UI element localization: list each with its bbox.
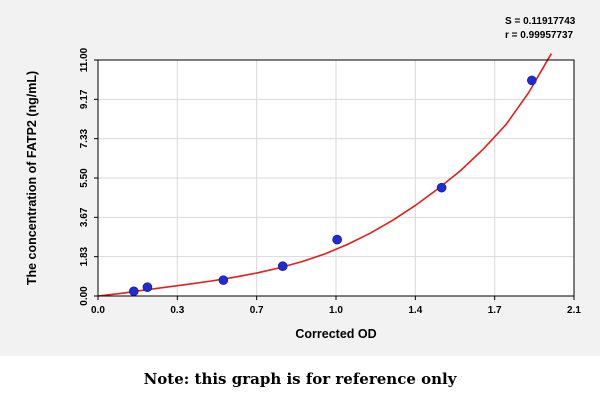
- x-tick-label: 1.4: [408, 305, 422, 316]
- stat-r: r = 0.99957737: [505, 30, 574, 41]
- y-tick-label: 3.67: [79, 207, 90, 227]
- stat-s: S = 0.11917743: [505, 16, 576, 27]
- reference-note: Note: this graph is for reference only: [143, 370, 457, 388]
- data-point: [129, 286, 139, 297]
- x-tick-label: 1.7: [488, 305, 502, 316]
- data-point: [277, 261, 288, 271]
- chart-svg: 0.0 0.3 0.7 1.0 1.4 1.7 2.1 0.00 1.83 3.67 5.50 7.3…: [25, 16, 581, 341]
- x-tick-label: 0.3: [170, 305, 184, 316]
- x-tick-label: 1.0: [329, 305, 343, 316]
- data-point: [332, 234, 342, 245]
- y-tick-label: 1.83: [79, 246, 90, 266]
- y-tick-label: 9.17: [79, 89, 90, 109]
- x-tick-label: 0.7: [250, 305, 264, 316]
- y-tick-label: 5.50: [79, 168, 90, 188]
- x-tick-label: 2.1: [567, 305, 581, 316]
- x-tick-label: 0.0: [91, 305, 105, 316]
- y-tick-label: 11.00: [79, 47, 90, 72]
- data-point: [436, 182, 447, 193]
- data-point: [218, 275, 229, 285]
- data-points: [129, 75, 537, 297]
- x-axis-title: Corrected OD: [295, 327, 376, 341]
- grid-lines: [98, 60, 574, 296]
- y-tick-label: 0.00: [79, 286, 90, 306]
- y-axis-title: The concentration of FATP2 (ng/mL): [25, 71, 39, 285]
- y-tick-label: 7.33: [79, 128, 90, 148]
- data-point: [142, 282, 153, 293]
- ticks: 0.0 0.3 0.7 1.0 1.4 1.7 2.1 0.00 1.83 3.67 5.50 7.3…: [79, 47, 581, 316]
- data-point: [527, 75, 537, 86]
- plot-frame: [97, 59, 575, 297]
- fit-curve: [97, 53, 553, 297]
